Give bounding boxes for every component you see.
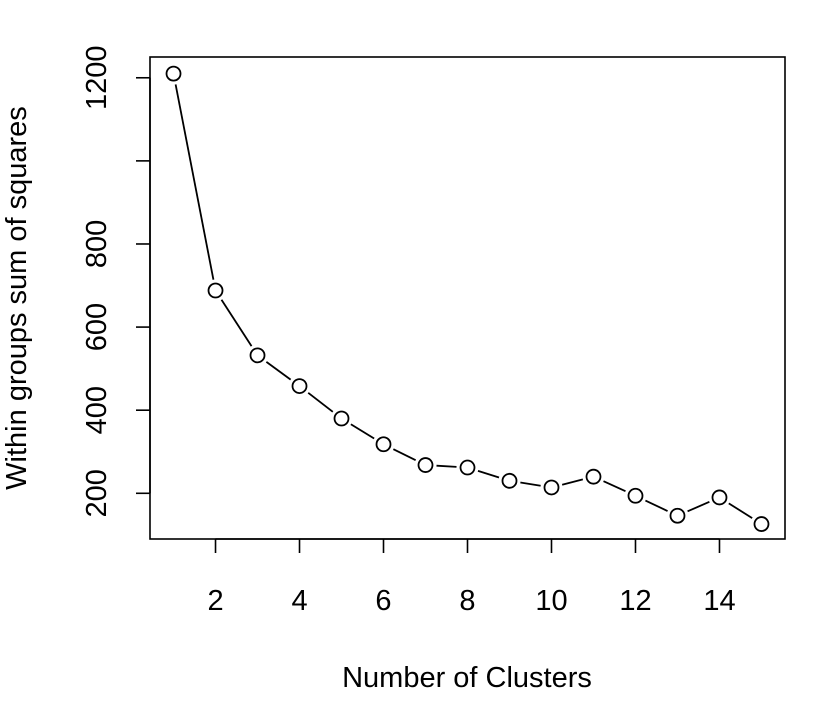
data-point	[753, 516, 770, 532]
data-point	[711, 489, 728, 506]
x-tick-label: 10	[535, 585, 567, 617]
series-segment	[728, 502, 753, 519]
series-segment	[174, 84, 215, 280]
y-tick-label: 1200	[81, 46, 113, 111]
x-axis: 2 4 6 8 10 12 14	[207, 538, 736, 617]
data-point	[543, 479, 560, 496]
data-point	[249, 347, 266, 364]
series-segment	[477, 469, 500, 479]
series-segment	[687, 501, 710, 513]
y-tick-label: 400	[81, 386, 113, 434]
data-point	[459, 459, 476, 476]
y-axis-title: Within groups sum of squares	[1, 106, 33, 490]
data-point	[333, 410, 350, 427]
data-point	[627, 487, 644, 504]
x-tick-label: 8	[459, 585, 475, 617]
y-tick-label: 600	[81, 303, 113, 351]
series-segment	[392, 448, 417, 461]
y-tick-label: 800	[81, 220, 113, 268]
x-tick-label: 14	[703, 585, 735, 617]
series-segment	[265, 361, 292, 381]
series-segment	[220, 299, 253, 347]
data-point	[585, 468, 602, 485]
series-line	[174, 84, 753, 519]
x-tick-label: 2	[207, 585, 223, 617]
y-tick-label: 200	[81, 469, 113, 517]
plot-frame	[149, 56, 786, 540]
series-segment	[603, 480, 626, 493]
series-segment	[307, 392, 334, 413]
data-point	[669, 507, 686, 524]
series-segment	[350, 423, 375, 440]
x-tick-label: 4	[291, 585, 307, 617]
series-segment	[436, 464, 457, 468]
y-axis: 200 400 600 800 1200	[81, 46, 151, 517]
data-point	[291, 378, 308, 394]
data-point	[375, 436, 392, 453]
x-tick-label: 6	[375, 585, 391, 617]
series-segment	[520, 481, 541, 487]
series-segment	[645, 499, 668, 512]
data-point	[165, 65, 182, 82]
x-axis-title: Number of Clusters	[342, 662, 592, 694]
data-point	[417, 457, 434, 473]
data-point	[207, 282, 224, 299]
series-segment	[561, 478, 584, 486]
data-point	[501, 472, 518, 489]
series-points	[165, 65, 770, 532]
x-tick-label: 12	[619, 585, 651, 617]
